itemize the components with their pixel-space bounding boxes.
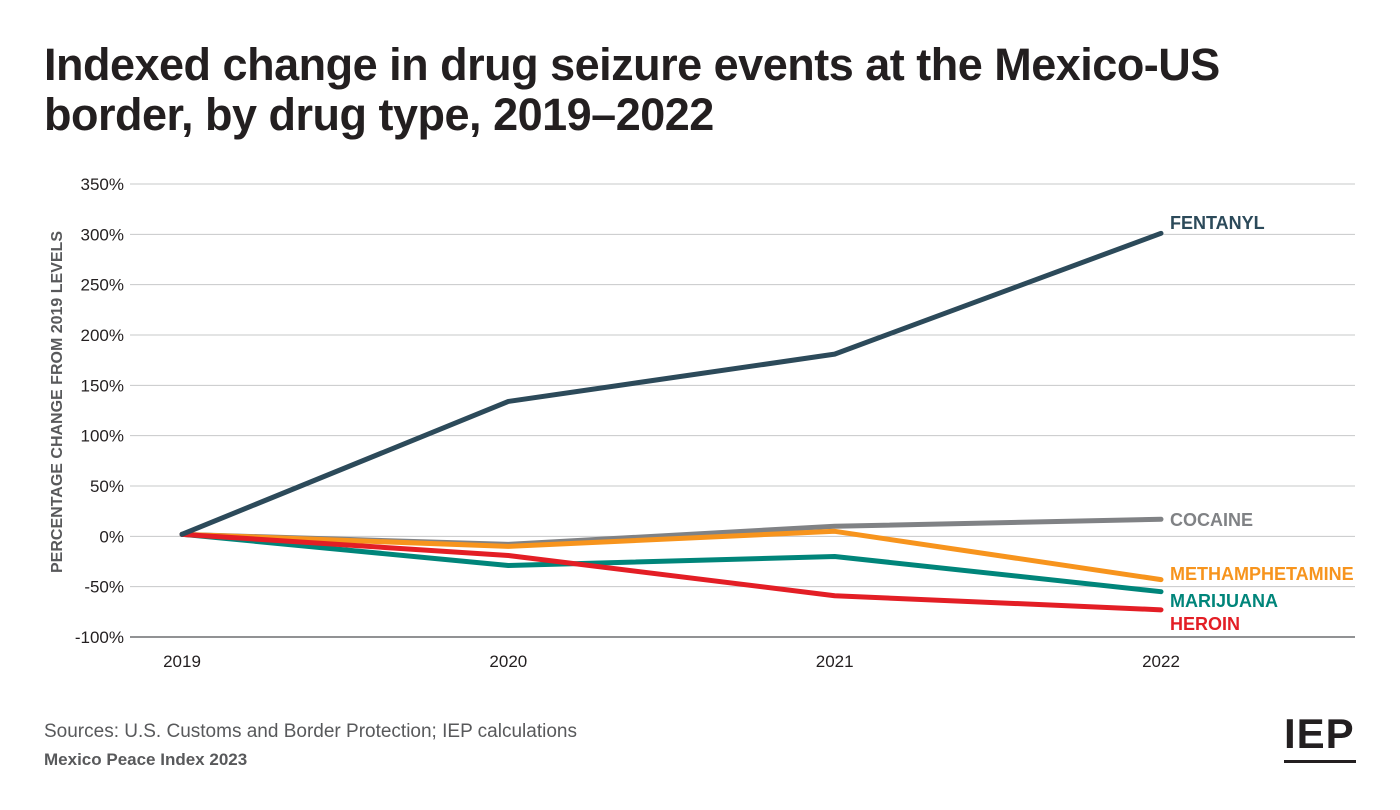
- series-label-methamphetamine: METHAMPHETAMINE: [1170, 564, 1354, 584]
- y-tick-label: 200%: [81, 326, 124, 345]
- series-line-fentanyl: [179, 230, 1164, 537]
- source-note: Sources: U.S. Customs and Border Protect…: [44, 721, 577, 742]
- y-tick-label: 350%: [81, 175, 124, 194]
- series-line-heroin: [179, 531, 1164, 613]
- series-line-marijuana: [179, 531, 1164, 595]
- series-label-marijuana: MARIJUANA: [1170, 591, 1278, 611]
- y-tick-label: -100%: [75, 628, 124, 647]
- x-tick-label: 2020: [489, 652, 527, 671]
- x-tick-label: 2021: [816, 652, 854, 671]
- series-lines: [179, 230, 1164, 613]
- series-labels: COCAINE METHAMPHETAMINE MARIJUANA HEROIN FEN…: [1170, 213, 1354, 634]
- x-tick-label: 2022: [1142, 652, 1180, 671]
- series-label-cocaine: COCAINE: [1170, 510, 1253, 530]
- series-label-heroin: HEROIN: [1170, 614, 1240, 634]
- y-tick-label: -50%: [84, 578, 124, 597]
- chart-title: Indexed change in drug seizure events at…: [44, 39, 1220, 140]
- y-tick-label: 50%: [90, 477, 124, 496]
- x-tick-label: 2019: [163, 652, 201, 671]
- logo-underline: [1284, 760, 1356, 763]
- series-label-fentanyl: FENTANYL: [1170, 213, 1265, 233]
- logo-text: IEP: [1284, 710, 1355, 757]
- y-tick-label: 100%: [81, 427, 124, 446]
- y-tick-label: 150%: [81, 376, 124, 395]
- y-tick-label: 300%: [81, 225, 124, 244]
- publication-name: Mexico Peace Index 2023: [44, 750, 248, 769]
- y-tick-label: 0%: [99, 527, 124, 546]
- y-axis-ticks: 350% 300% 250% 200% 150% 100% 50% 0% -50% -100%: [75, 175, 124, 647]
- x-axis-ticks: 2019 2020 2021 2022: [163, 652, 1180, 671]
- y-tick-label: 250%: [81, 276, 124, 295]
- series-line-methamphetamine: [179, 528, 1164, 583]
- y-axis-label: PERCENTAGE CHANGE FROM 2019 LEVELS: [49, 231, 66, 573]
- iep-logo: IEP: [1284, 712, 1356, 768]
